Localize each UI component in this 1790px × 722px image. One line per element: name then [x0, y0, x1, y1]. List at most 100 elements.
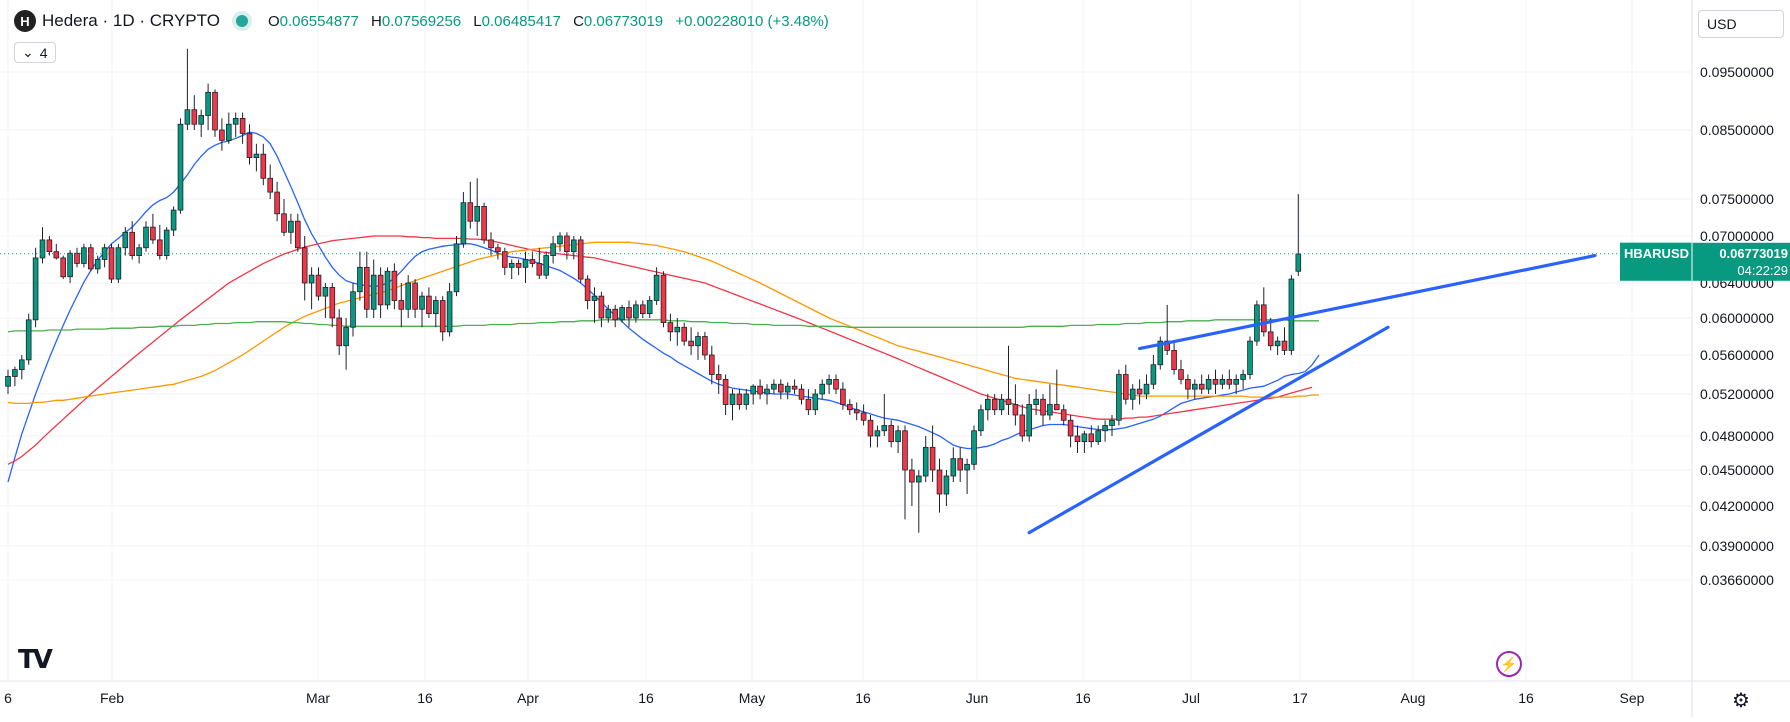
candle: [853, 402, 860, 421]
candle-body: [501, 251, 508, 268]
change-value: +0.00228010 (+3.48%): [675, 12, 829, 30]
candle: [301, 236, 308, 301]
indicators-toggle-button[interactable]: ⌄ 4: [14, 42, 56, 63]
candle-body: [1081, 433, 1088, 443]
price-tick-label: 0.05200000: [1700, 386, 1774, 402]
candle-body: [543, 255, 549, 276]
candle-body: [522, 259, 529, 268]
candle: [715, 364, 722, 394]
currency-selector[interactable]: USD: [1698, 10, 1784, 38]
candle: [1060, 404, 1067, 426]
candle-body: [225, 123, 232, 141]
low-value: 0.06485417: [481, 12, 561, 30]
candle-body: [681, 326, 687, 342]
candle-body: [998, 398, 1005, 411]
candle-body: [529, 259, 536, 264]
candle-body: [212, 91, 218, 131]
candle: [1219, 374, 1226, 390]
candle-body: [743, 393, 750, 405]
candle: [115, 243, 122, 283]
trendline[interactable]: [1027, 325, 1390, 535]
lightning-icon[interactable]: ⚡: [1496, 651, 1522, 677]
candle-body: [950, 458, 957, 477]
candle: [108, 243, 115, 283]
tradingview-logo-icon[interactable]: TV: [18, 645, 53, 675]
candle-body: [1005, 398, 1012, 405]
candle: [847, 399, 853, 415]
candle: [1054, 369, 1060, 411]
candle-body: [474, 205, 480, 222]
candle: [1033, 389, 1039, 415]
candle: [1205, 374, 1212, 394]
candle-body: [867, 419, 874, 437]
candle: [1123, 364, 1129, 405]
candle: [729, 389, 736, 421]
symbol-title[interactable]: Hedera · 1D · CRYPTO: [42, 11, 220, 30]
candle-body: [1157, 340, 1164, 366]
candle-body: [612, 308, 618, 321]
price-tick-label: 0.06000000: [1700, 310, 1774, 326]
candle-body: [1185, 378, 1191, 390]
candle: [584, 275, 591, 310]
candle-body: [688, 340, 694, 347]
price-axis[interactable]: 0.09500000 0.08500000 0.07500000 0.07000000…: [1700, 64, 1774, 588]
candle-body: [350, 291, 356, 328]
candle-body: [1109, 419, 1115, 426]
trendlines[interactable]: [1027, 253, 1597, 535]
candle-body: [1060, 409, 1067, 421]
candle-body: [916, 475, 922, 483]
candle: [60, 255, 66, 280]
candle-body: [1129, 388, 1136, 400]
candle: [426, 287, 432, 318]
candle-body: [232, 118, 239, 125]
candle-body: [67, 252, 73, 278]
candle: [543, 251, 549, 280]
candle-body: [1088, 433, 1095, 443]
candle: [432, 296, 439, 328]
candle: [515, 259, 522, 276]
candle: [874, 425, 881, 448]
market-status-icon[interactable]: [235, 15, 248, 27]
candle: [1074, 425, 1081, 453]
candle-body: [315, 274, 322, 297]
candle: [757, 379, 763, 400]
candle-body: [391, 270, 398, 301]
gear-icon[interactable]: ⚙: [1732, 690, 1750, 712]
candle-body: [1095, 430, 1102, 443]
candle: [39, 227, 46, 264]
candle: [522, 251, 529, 283]
candle-body: [798, 388, 805, 400]
candle-body: [1178, 369, 1184, 380]
price-tick-label: 0.04200000: [1700, 498, 1774, 514]
candle: [860, 404, 867, 426]
symbol-tag: [1620, 242, 1690, 265]
candle-body: [446, 291, 453, 333]
candle-body: [1205, 378, 1212, 390]
candle-body: [1150, 364, 1157, 385]
candle: [1150, 355, 1157, 390]
candle-body: [74, 252, 80, 264]
candle: [950, 447, 957, 482]
time-axis[interactable]: 6 Feb Mar 16 Apr 16 May 16 Jun 16 Jul 17 Aug 16 Sep: [4, 690, 1645, 706]
candle: [46, 236, 53, 256]
candle: [398, 283, 405, 328]
candle-body: [736, 393, 743, 405]
candle-body: [1212, 378, 1219, 385]
candle-body: [978, 409, 984, 432]
candle-body: [1026, 404, 1033, 437]
candle: [598, 291, 605, 328]
candle-body: [1136, 388, 1143, 395]
candle: [736, 389, 743, 410]
candle: [771, 379, 777, 394]
price-tick-label: 0.05600000: [1700, 347, 1774, 363]
candle-body: [370, 274, 377, 310]
trendline[interactable]: [1137, 253, 1597, 351]
candle: [640, 300, 646, 318]
moving-average-line: [7, 235, 1313, 465]
candle-body: [660, 274, 667, 324]
candle-body: [557, 235, 563, 245]
close-value: 0.06773019: [583, 12, 664, 30]
candle-body: [46, 239, 53, 253]
